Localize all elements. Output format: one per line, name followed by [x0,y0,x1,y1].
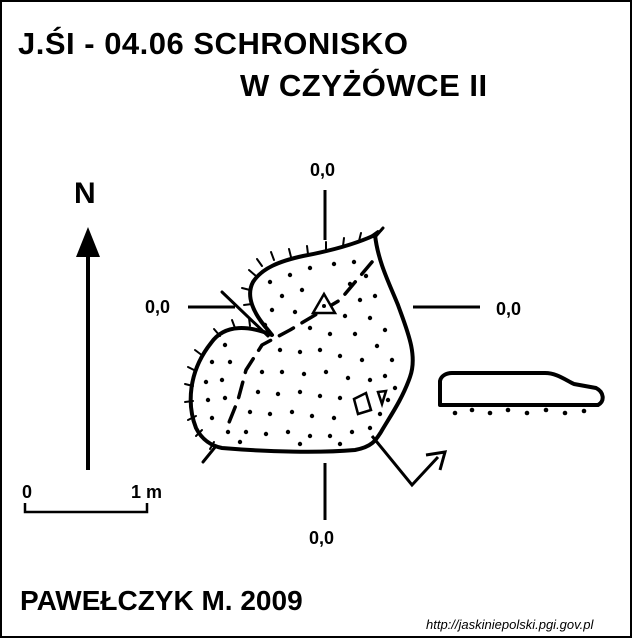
author-credit: PAWEŁCZYK M. 2009 [20,585,303,616]
north-label: N [74,177,96,210]
survey-point-icon [310,291,338,315]
rock-block-small [376,389,388,409]
scale-bar [23,503,149,514]
measurement-top: 0,0 [310,160,336,180]
measurement-right: 0,0 [496,299,522,319]
measurement-bottom: 0,0 [309,528,335,548]
cave-cross-section [438,371,605,416]
scale-start-label: 0 [22,482,33,502]
source-url: http://jaskiniepolski.pgi.gov.pl [426,617,594,632]
title-line-2: W CZYŻÓWCE II [240,68,488,103]
title-line-1: J.ŚI - 04.06 SCHRONISKO [18,26,409,61]
sediment-dots [203,259,398,447]
scale-end-label: 1 m [131,482,163,502]
rock-block-large [352,391,373,416]
cave-outline [184,226,415,464]
section-cross-lines [188,190,480,520]
measurement-left: 0,0 [145,297,171,317]
north-arrow [76,227,100,470]
rock-blocks [352,389,388,416]
entrance-arrow [370,435,448,488]
